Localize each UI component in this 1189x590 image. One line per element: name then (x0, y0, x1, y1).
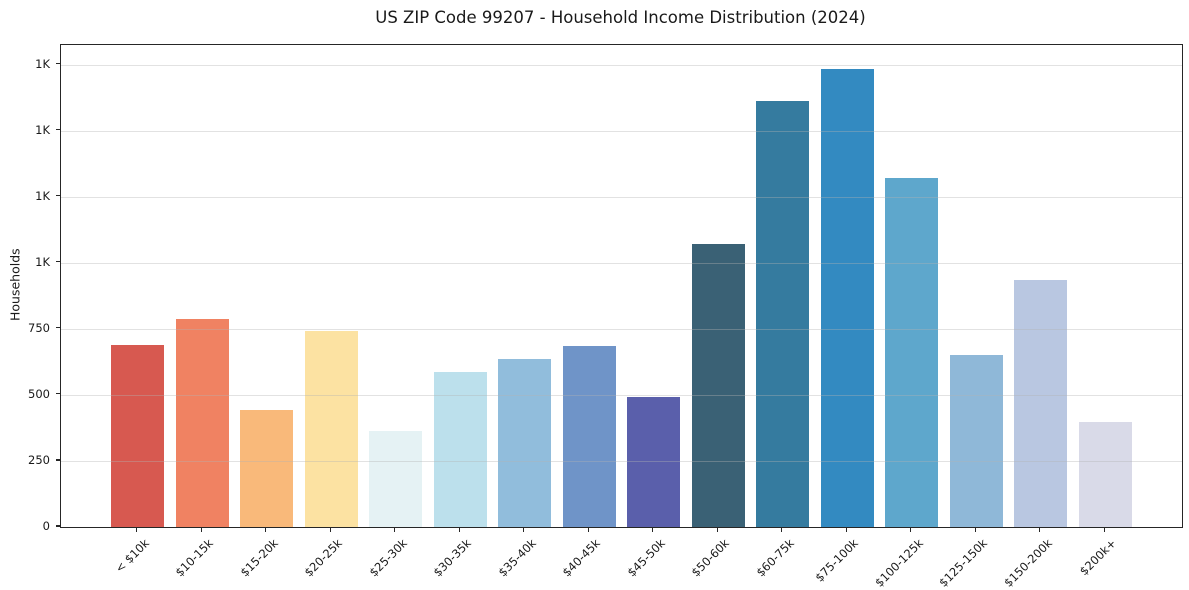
y-axis: 0 250 500 750 1K 1K 1K 1K (0, 44, 61, 533)
bar (240, 410, 294, 527)
y-tick-mark (56, 195, 61, 197)
bar (562, 345, 616, 527)
y-tick-label: 500 (28, 386, 50, 401)
bar (498, 358, 552, 527)
x-tick-mark (716, 527, 718, 532)
x-tick-label: $100-125k (871, 536, 926, 590)
y-tick-label: 750 (28, 320, 50, 335)
x-tick-label: $10-15k (172, 536, 217, 580)
x-tick-mark (781, 527, 783, 532)
bar (369, 431, 423, 527)
y-tick-mark (56, 261, 61, 263)
x-tick-mark (974, 527, 976, 532)
x-tick-label: $15-20k (237, 536, 281, 580)
bar (691, 244, 745, 527)
y-tick-mark (56, 393, 61, 395)
x-axis: < $10k $10-15k $15-20k $20-25k $25-30k $30-35… (60, 526, 1181, 590)
bar (111, 345, 165, 527)
x-tick-mark (1103, 527, 1105, 532)
x-tick-mark (394, 527, 396, 532)
y-tick-mark (56, 459, 61, 461)
y-tick-label: 1K (35, 56, 50, 71)
bar (949, 355, 1003, 527)
bar (820, 68, 874, 527)
x-tick-label: $20-25k (301, 536, 346, 580)
y-tick-label: 1K (35, 188, 50, 203)
x-tick-mark (329, 527, 331, 532)
bar (433, 372, 487, 527)
x-tick-mark (587, 527, 589, 532)
bar (1078, 422, 1132, 527)
bar (627, 396, 681, 527)
bar (304, 331, 358, 527)
x-tick-label: $35-40k (495, 536, 539, 580)
y-tick-mark (56, 327, 61, 329)
x-tick-mark (523, 527, 525, 532)
y-tick-mark (56, 63, 61, 65)
bar (756, 100, 810, 527)
x-tick-label: $75-100k (812, 536, 862, 585)
y-tick-label: 0 (42, 519, 50, 533)
bars-layer (61, 45, 1182, 527)
x-tick-mark (845, 527, 847, 532)
x-tick-label: $200k+ (1076, 536, 1120, 579)
y-tick-label: 250 (28, 453, 50, 467)
x-tick-mark (458, 527, 460, 532)
chart-title: US ZIP Code 99207 - Household Income Dis… (375, 8, 866, 27)
bar (175, 319, 229, 527)
bar (1014, 280, 1068, 527)
bar (885, 178, 939, 527)
x-tick-label: < $10k (112, 536, 152, 576)
y-tick-mark (56, 525, 61, 527)
x-tick-label: $150-200k (1000, 536, 1055, 590)
x-tick-label: $40-45k (559, 536, 604, 580)
y-tick-label: 1K (35, 122, 50, 137)
x-tick-mark (136, 527, 138, 532)
x-tick-label: $45-50k (624, 536, 668, 580)
x-tick-mark (1039, 527, 1041, 532)
x-tick-label: $25-30k (366, 536, 410, 580)
x-tick-mark (652, 527, 654, 532)
x-tick-label: $60-75k (753, 536, 797, 580)
y-tick-mark (56, 129, 61, 131)
x-tick-label: $125-150k (936, 536, 991, 590)
x-tick-mark (910, 527, 912, 532)
y-tick-label: 1K (35, 254, 50, 269)
x-tick-label: $50-60k (688, 536, 733, 580)
plot-area (60, 44, 1183, 528)
x-tick-mark (200, 527, 202, 532)
x-tick-mark (265, 527, 267, 532)
x-tick-label: $30-35k (430, 536, 475, 580)
